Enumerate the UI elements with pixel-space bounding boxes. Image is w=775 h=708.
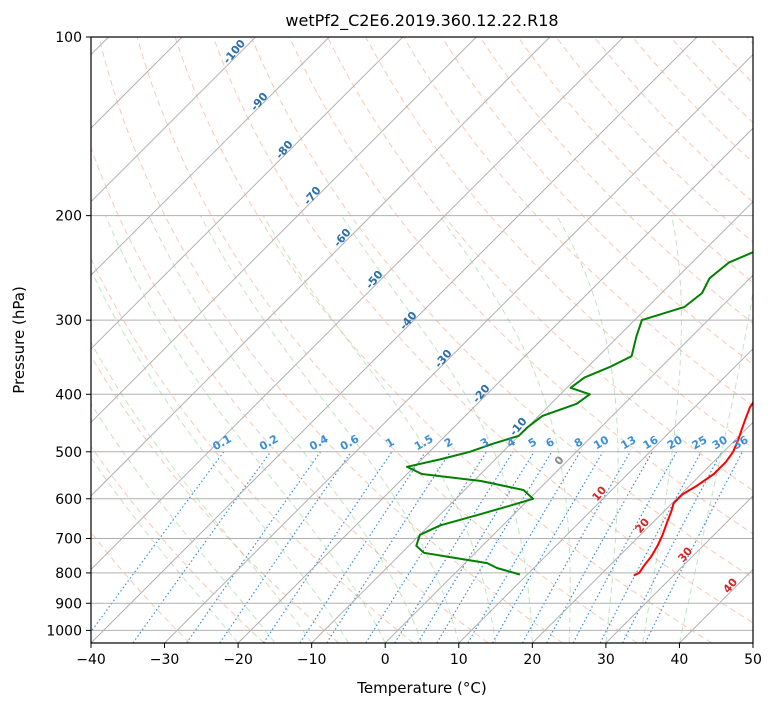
isotherm-line [311,200,753,643]
mixing-ratio-line [521,451,631,643]
grid-lines [91,37,753,643]
x-tick-label: −40 [76,652,106,668]
x-tick-label: −20 [223,652,253,668]
dry-adiabat-line [91,257,414,643]
x-tick-label: 0 [381,652,390,668]
moist-adiabat-line [439,215,571,643]
dry-adiabat-line [91,445,265,643]
dry-adiabat-line [250,37,753,579]
y-tick-label: 1000 [46,623,82,639]
dry-adiabat-line [98,37,563,643]
y-tick-label: 400 [55,387,82,403]
moist-adiabat-line [105,215,386,643]
isotherm-line [384,274,753,643]
chart-title: wetPf2_C2E6.2019.360.12.22.R18 [285,11,558,31]
x-tick-label: 10 [450,652,468,668]
dry-adiabat-line [91,355,340,643]
isotherm-line [91,37,330,276]
y-tick-label: 800 [55,566,82,582]
mixing-ratio-line [132,451,272,643]
isotherm-line [91,37,477,424]
mixing-ratio-line [186,451,321,643]
mixing-ratio-line [599,451,702,643]
isotherm-line [605,495,753,643]
dry-adiabat-line [327,37,753,492]
moist-adiabat-line [199,215,460,643]
x-tick-label: 50 [744,652,762,668]
moist-adiabat-line [91,402,276,643]
y-tick-label: 300 [55,313,82,329]
dry-adiabat-line [136,37,638,643]
isotherm-line [458,348,753,643]
isotherm-line [91,37,404,350]
y-tick-label: 100 [55,30,82,46]
moist-adiabat-line [91,341,313,643]
isotherm-line [531,421,753,643]
isotherm-line [237,127,753,643]
mixing-ratio-line [219,451,352,643]
plot-frame [90,36,754,644]
isotherm-line [91,37,257,203]
moist-adiabat-line [642,215,682,643]
dry-adiabat-line [288,37,753,535]
x-axis-ticks: −40 −30 −20 −10 0 10 20 30 40 50 [76,643,762,668]
isotherm-line [91,37,624,571]
y-tick-label: 600 [55,492,82,508]
mixing-ratio-line [326,451,451,643]
moist-adiabat-line [341,215,533,643]
x-tick-label: −10 [297,652,327,668]
y-tick-label: 500 [55,445,82,461]
moist-adiabat-line [148,215,423,643]
mixing-ratio-line [365,451,487,643]
y-tick-label: 900 [55,596,82,612]
y-tick-label: 200 [55,209,82,225]
dewpoint-line [406,251,753,576]
dry-adiabat-line [212,37,753,624]
isotherm-line [91,37,698,643]
isotherm-line [91,37,551,497]
y-axis-ticks: 100 200 300 400 500 600 700 800 900 1000 [46,30,91,639]
mixing-ratio-line [417,451,535,643]
moist-adiabat-line [91,456,239,643]
background-reference-lines [91,37,753,643]
y-tick-label: 700 [55,532,82,548]
x-tick-label: 40 [671,652,689,668]
x-axis-label: Temperature (°C) [356,679,486,697]
mixing-ratio-line [572,451,678,643]
x-tick-label: −30 [150,652,180,668]
moist-adiabat-line [262,215,497,643]
x-tick-label: 20 [523,652,541,668]
x-tick-label: 30 [597,652,615,668]
y-axis-label: Pressure (hPa) [10,286,28,394]
data-series [406,251,753,577]
mixing-ratio-line [546,451,653,643]
mixing-ratio-line [299,451,426,643]
mixing-ratio-line [91,451,225,633]
mixing-ratio-line [262,451,393,643]
mixing-ratio-line [436,451,553,643]
temperature-line [633,401,753,577]
moist-adiabat-line [556,215,619,643]
dry-adiabat-line [174,37,713,643]
isotherm-line [164,53,753,643]
